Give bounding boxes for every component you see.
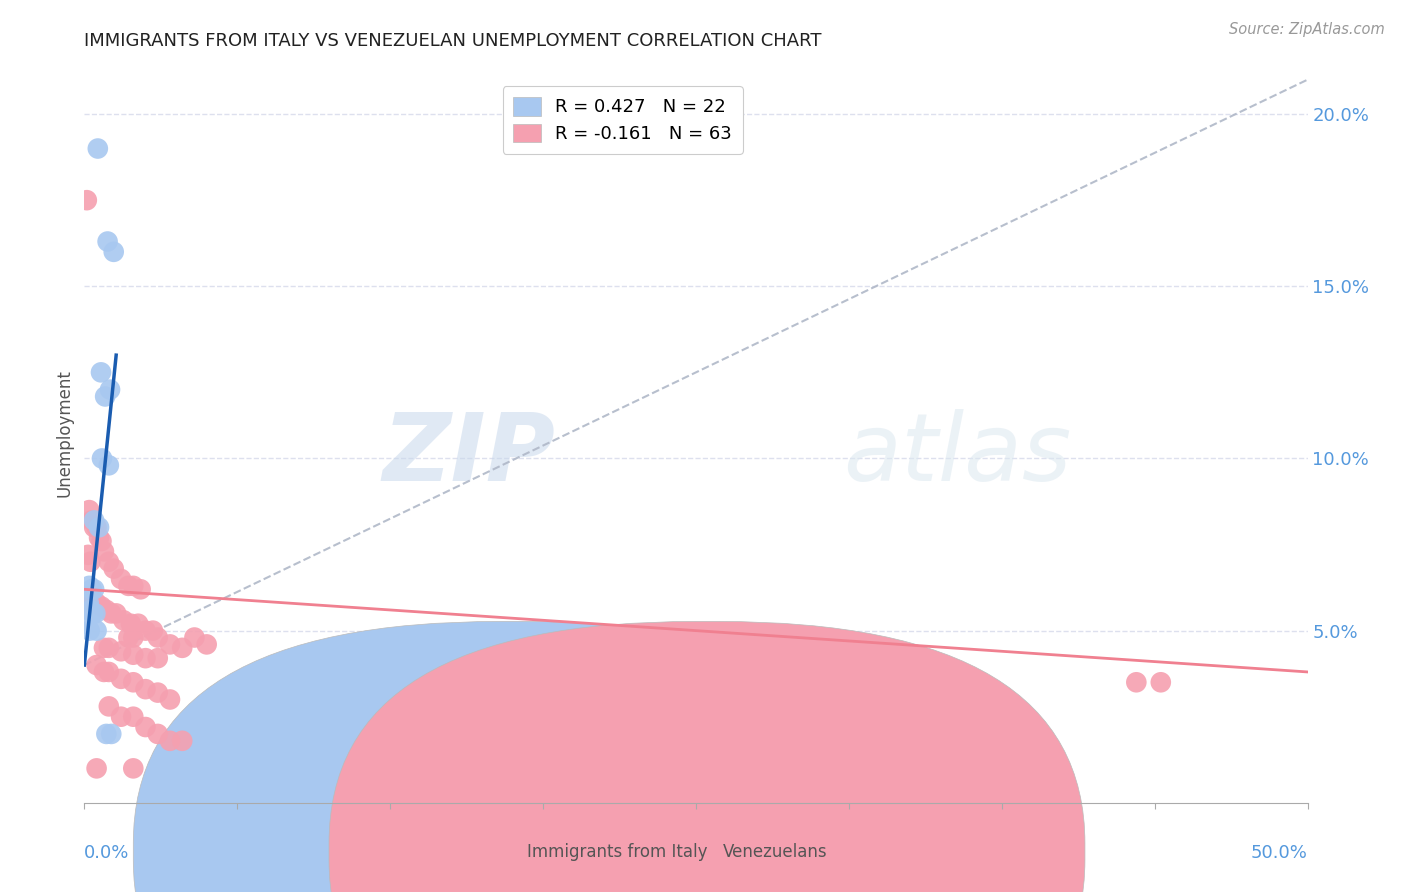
Point: [93, 544, 115, 558]
Text: ZIP: ZIP: [382, 409, 555, 500]
FancyBboxPatch shape: [134, 622, 889, 892]
Point: [159, 734, 181, 748]
Point: [172, 734, 194, 748]
Point: [98, 383, 121, 397]
Point: [96, 727, 118, 741]
Point: [86, 520, 108, 534]
Point: [110, 672, 132, 686]
Point: [110, 709, 132, 723]
Point: [86, 596, 108, 610]
Point: [76, 616, 98, 631]
Point: [142, 624, 165, 638]
Point: [112, 613, 135, 627]
Point: [77, 503, 100, 517]
Text: 50.0%: 50.0%: [1251, 844, 1308, 862]
Point: [183, 631, 205, 645]
Point: [122, 761, 145, 775]
Point: [97, 699, 120, 714]
Point: [146, 727, 169, 741]
Point: [172, 640, 194, 655]
Point: [117, 579, 139, 593]
Point: [97, 665, 120, 679]
Point: [79, 589, 101, 603]
Point: [146, 631, 169, 645]
Point: [120, 616, 142, 631]
Text: 0.0%: 0.0%: [84, 844, 129, 862]
Point: [90, 599, 112, 614]
Text: Immigrants from Italy: Immigrants from Italy: [527, 843, 707, 861]
Point: [77, 579, 100, 593]
Point: [83, 513, 105, 527]
Point: [91, 451, 114, 466]
Point: [79, 603, 101, 617]
Point: [86, 624, 108, 638]
Point: [79, 624, 101, 638]
Point: [93, 665, 115, 679]
Point: [80, 582, 103, 597]
Point: [79, 555, 101, 569]
Point: [122, 675, 145, 690]
Text: atlas: atlas: [842, 409, 1071, 500]
Point: [83, 520, 105, 534]
Point: [159, 692, 181, 706]
Point: [117, 631, 139, 645]
Point: [96, 603, 118, 617]
Point: [135, 682, 157, 697]
Point: [135, 720, 157, 734]
Legend: R = 0.427   N = 22, R = -0.161   N = 63: R = 0.427 N = 22, R = -0.161 N = 63: [502, 87, 742, 153]
Text: Venezuelans: Venezuelans: [723, 843, 828, 861]
Point: [97, 640, 120, 655]
Point: [195, 637, 218, 651]
Point: [87, 142, 110, 156]
Point: [1125, 675, 1147, 690]
Point: [122, 648, 145, 662]
Point: [97, 555, 120, 569]
Point: [94, 389, 117, 403]
Point: [82, 596, 104, 610]
Point: [103, 244, 125, 259]
FancyBboxPatch shape: [329, 622, 1085, 892]
Point: [146, 651, 169, 665]
Y-axis label: Unemployment: Unemployment: [55, 368, 73, 497]
Point: [122, 631, 145, 645]
Text: IMMIGRANTS FROM ITALY VS VENEZUELAN UNEMPLOYMENT CORRELATION CHART: IMMIGRANTS FROM ITALY VS VENEZUELAN UNEM…: [84, 32, 823, 50]
Point: [84, 607, 107, 621]
Point: [82, 607, 104, 621]
Point: [77, 596, 100, 610]
Point: [159, 637, 181, 651]
Point: [103, 561, 125, 575]
Point: [83, 582, 105, 597]
Point: [122, 709, 145, 723]
Point: [1150, 675, 1173, 690]
Point: [100, 727, 122, 741]
Point: [129, 582, 152, 597]
Point: [90, 365, 112, 379]
Point: [122, 579, 145, 593]
Point: [100, 607, 122, 621]
Point: [76, 193, 98, 207]
Point: [127, 616, 149, 631]
Point: [87, 531, 110, 545]
Point: [93, 640, 115, 655]
Point: [80, 513, 103, 527]
Point: [146, 685, 169, 699]
Text: Source: ZipAtlas.com: Source: ZipAtlas.com: [1229, 22, 1385, 37]
Point: [90, 534, 112, 549]
Point: [77, 548, 100, 562]
Point: [87, 520, 110, 534]
Point: [135, 624, 157, 638]
Point: [135, 651, 157, 665]
Point: [105, 607, 128, 621]
Point: [86, 761, 108, 775]
Point: [86, 658, 108, 673]
Point: [97, 235, 120, 249]
Point: [110, 644, 132, 658]
Point: [76, 589, 98, 603]
Point: [440, 744, 463, 758]
Point: [807, 648, 830, 662]
Point: [97, 458, 120, 473]
Point: [110, 572, 132, 586]
